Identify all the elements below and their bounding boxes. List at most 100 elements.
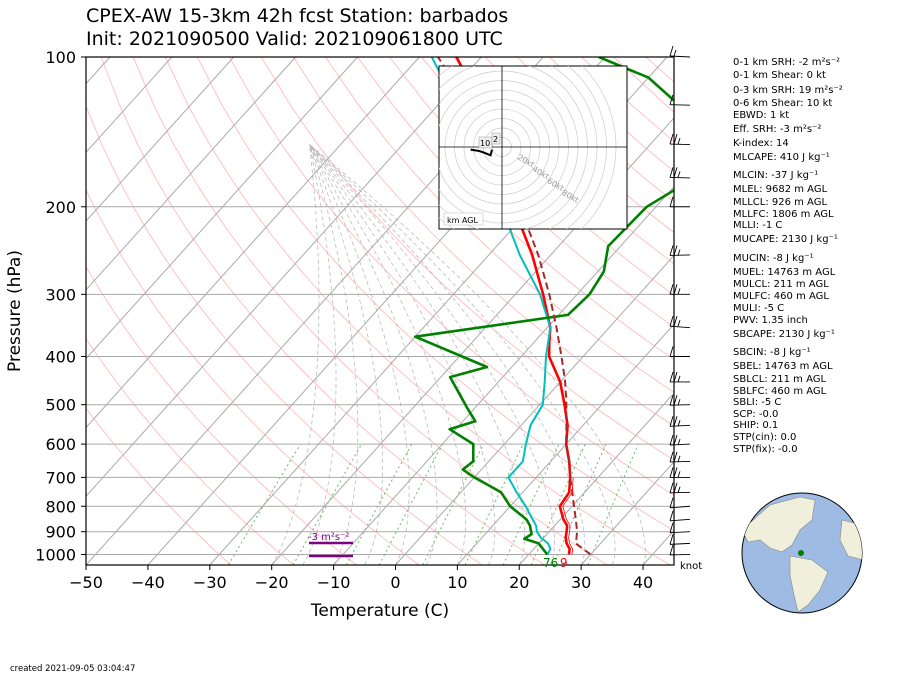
globe-land-south-america — [789, 555, 829, 613]
x-tick-label: 30 — [571, 573, 591, 592]
wind-barb — [669, 434, 691, 446]
surface-temperature-label: 9 — [560, 556, 568, 570]
index-item: SBEL: 14763 m AGL — [733, 361, 833, 372]
created-timestamp: created 2021-09-05 03:04:47 — [10, 664, 136, 674]
index-item: MLCAPE: 410 J kg⁻¹ — [733, 152, 830, 163]
index-item: SBCAPE: 2130 J kg⁻¹ — [733, 329, 835, 340]
mixing-ratio-line — [422, 443, 485, 565]
y-tick-label: 800 — [45, 497, 76, 516]
moist-adiabat-line — [309, 144, 410, 565]
isotherm-line — [395, 254, 674, 565]
x-tick-label: 10 — [447, 573, 467, 592]
y-tick-label: 700 — [45, 468, 76, 487]
locator-globe — [741, 492, 863, 614]
hodograph-frame — [438, 65, 628, 230]
isotherm-line — [86, 57, 173, 154]
y-tick-label: 300 — [45, 285, 76, 304]
isotherm-line — [333, 186, 674, 565]
srh-label: -3 m²s⁻² — [308, 532, 349, 543]
x-tick-label: 20 — [509, 573, 529, 592]
index-item: SBLCL: 211 m AGL — [733, 374, 827, 385]
index-item: EBWD: 1 kt — [733, 110, 790, 121]
moist-adiabat-line — [309, 144, 359, 565]
dry-adiabat-line — [86, 407, 232, 565]
index-item: MLLI: -1 C — [733, 220, 783, 231]
wind-barb — [669, 534, 691, 545]
chart-title: CPEX-AW 15-3km 42h fcst Station: barbado… — [86, 5, 509, 27]
y-axis-label: Pressure (hPa) — [5, 250, 25, 372]
wind-barbs — [669, 45, 691, 556]
x-tick-label: −20 — [255, 573, 289, 592]
hodograph-legend: km AGL — [447, 216, 479, 225]
index-item: 0-6 km Shear: 10 kt — [733, 98, 833, 109]
series-line-wetbulb — [430, 57, 552, 555]
y-tick-label: 500 — [45, 396, 76, 415]
series-line-dewpoint — [413, 57, 674, 556]
isotherm-line — [580, 461, 674, 565]
x-tick-label: −30 — [193, 573, 227, 592]
x-tick-label: 0 — [390, 573, 400, 592]
dry-adiabat-line — [86, 188, 420, 565]
dry-adiabat-line — [132, 57, 608, 565]
isotherm-line — [456, 323, 674, 565]
y-tick-label: 100 — [45, 48, 76, 67]
wind-barb — [669, 510, 691, 522]
x-tick-label: −50 — [69, 573, 103, 592]
mixing-ratio-line — [345, 443, 413, 565]
isotherm-line — [518, 392, 674, 565]
wind-barb — [669, 522, 691, 534]
mixing-ratio-line — [292, 443, 363, 565]
background-lines — [86, 57, 674, 565]
index-item: SHIP: 0.1 — [733, 420, 779, 431]
index-item: MULFC: 460 m AGL — [733, 291, 829, 302]
plot-frame — [85, 56, 675, 566]
x-tick-label: −10 — [317, 573, 351, 592]
dry-adiabat-line — [196, 57, 674, 532]
index-item: SBLI: -5 C — [733, 397, 782, 408]
axes: −50 −40 −30 −20 −10 0 10 20 30 40 100 200 300 400 500 6… — [5, 48, 702, 621]
index-item: PWV: 1.35 inch — [733, 315, 808, 326]
dry-adiabat-line — [357, 57, 674, 361]
dry-adiabat-line — [324, 57, 674, 394]
y-tick-label: 900 — [45, 523, 76, 542]
wind-unit-label: knot — [680, 561, 702, 572]
index-item: SBLFC: 460 m AGL — [733, 386, 827, 397]
index-item: MUCIN: -8 J kg⁻¹ — [733, 253, 814, 264]
hodograph-height-box — [491, 132, 501, 145]
dry-adiabat-line — [100, 57, 546, 565]
moist-adiabat-line — [302, 144, 337, 565]
y-tick-label: 200 — [45, 198, 76, 217]
index-item: K-index: 14 — [733, 138, 789, 149]
wind-barb — [669, 94, 691, 106]
wind-barb — [669, 416, 691, 427]
virtual-temperature-line — [562, 477, 574, 555]
dry-adiabat-line — [453, 57, 674, 265]
wind-barb — [669, 316, 691, 329]
wind-barb — [669, 482, 691, 494]
y-tick-label: 400 — [45, 348, 76, 367]
index-item: MULCL: 211 m AGL — [733, 279, 829, 290]
index-item: SCP: -0.0 — [733, 409, 779, 420]
wind-barb — [669, 497, 691, 509]
wind-barb — [669, 167, 691, 179]
surface-dewpoint-label: 76 — [543, 556, 558, 570]
wind-barb — [669, 371, 690, 383]
index-item: 0-1 km SRH: -2 m²s⁻² — [733, 57, 840, 68]
dry-adiabat-line — [228, 57, 674, 496]
dry-adiabat-line — [86, 337, 295, 565]
wind-barb — [669, 346, 690, 357]
wind-barb — [669, 133, 691, 146]
index-item: MULI: -5 C — [733, 303, 785, 314]
index-item: MLEL: 9682 m AGL — [733, 184, 828, 195]
dry-adiabat-line — [86, 265, 357, 565]
index-item: MLLCL: 926 m AGL — [733, 197, 828, 208]
isotherm-line — [86, 57, 420, 429]
wind-barb — [669, 196, 690, 208]
index-item: STP(fix): -0.0 — [733, 444, 798, 455]
wind-barb — [669, 45, 691, 58]
dry-adiabat-line — [260, 57, 674, 461]
index-item: SBCIN: -8 J kg⁻¹ — [733, 347, 811, 358]
dry-adiabat-line — [292, 57, 674, 427]
